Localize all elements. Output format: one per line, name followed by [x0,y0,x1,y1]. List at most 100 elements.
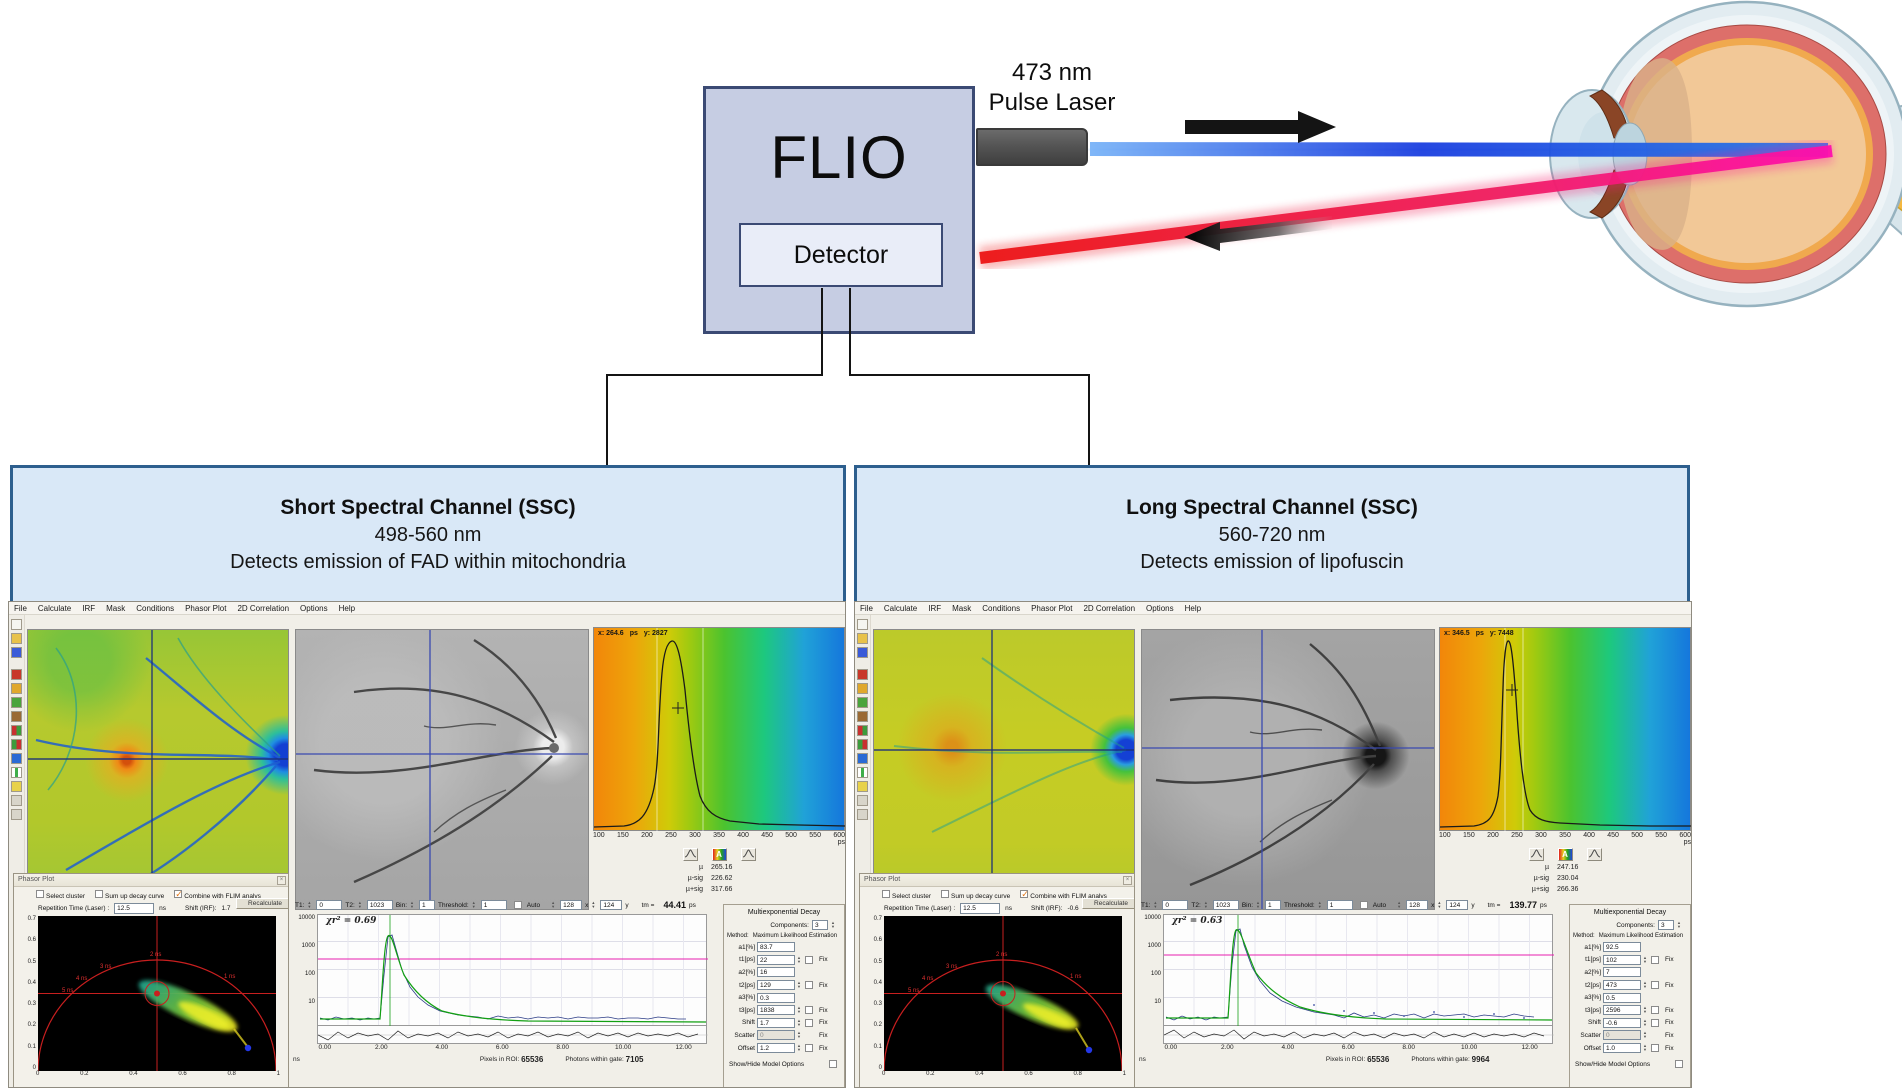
three-icon[interactable] [11,781,22,792]
lifetime-histogram-plot[interactable]: x: 264.6 ps y: 2827 [593,627,845,832]
refresh-red-icon[interactable] [857,725,868,736]
phasor-plot[interactable]: 1 ns 2 ns 3 ns 4 ns 5 ns [883,916,1123,1072]
sum-up-checkbox[interactable] [941,890,950,898]
open-folder-icon[interactable] [11,633,22,644]
fundus-image[interactable] [1141,629,1435,910]
menu-2d-correlation[interactable]: 2D Correlation [1083,603,1136,613]
flim-lifetime-image[interactable] [873,629,1135,897]
x-coord-input[interactable]: 128 [1406,900,1429,910]
brush-icon[interactable] [857,711,868,722]
t1-fix-checkbox[interactable] [805,955,813,964]
bin-input[interactable]: 1 [1265,900,1282,910]
columns-icon[interactable] [11,767,22,778]
repetition-time-input[interactable]: 12.5 [114,903,155,914]
t1-fit-input[interactable]: 102 [1603,954,1641,965]
a1-input[interactable]: 92.5 [1603,942,1641,953]
t3-fix-checkbox[interactable] [1651,1006,1659,1015]
menu-conditions[interactable]: Conditions [136,603,175,613]
three-icon[interactable] [857,781,868,792]
t3-fix-checkbox[interactable] [805,1006,813,1015]
fundus-image[interactable] [295,629,589,910]
t3-fit-input[interactable]: 2596 [1603,1005,1641,1016]
new-icon[interactable] [857,619,868,630]
export-icon[interactable] [857,753,868,764]
phasor-window-title[interactable]: Phasor Plot [14,874,288,887]
menu-irf[interactable]: IRF [82,603,96,613]
lock-icon[interactable] [857,669,868,680]
select-cluster-checkbox[interactable] [882,890,890,898]
offset-input[interactable]: 1.2 [757,1043,795,1054]
menu-options[interactable]: Options [1146,603,1174,613]
unlock-icon[interactable] [857,683,868,694]
offset-input[interactable]: 1.0 [1603,1043,1641,1054]
paste-green-icon[interactable] [857,697,868,708]
shift-fix-checkbox[interactable] [805,1018,813,1027]
y-coord-input[interactable]: 124 [1446,900,1469,910]
a3-input[interactable]: 0.5 [1603,992,1641,1003]
combine-flim-checkbox[interactable] [174,889,183,900]
zoom-in-icon[interactable] [857,795,868,806]
x-coord-input[interactable]: 128 [560,900,583,910]
lifetime-histogram-plot[interactable]: x: 346.5 ps y: 7448 [1439,627,1691,832]
menu-phasor-plot[interactable]: Phasor Plot [185,603,227,613]
a1-input[interactable]: 83.7 [757,942,795,953]
menu-calculate[interactable]: Calculate [37,603,72,613]
menu-calculate[interactable]: Calculate [883,603,918,613]
t3-fit-input[interactable]: 1838 [757,1005,795,1016]
a2-input[interactable]: 16 [757,967,795,978]
offset-fix-checkbox[interactable] [1651,1044,1659,1053]
t2-fit-input[interactable]: 473 [1603,980,1641,991]
menu-phasor-plot[interactable]: Phasor Plot [1031,603,1073,613]
menu-help[interactable]: Help [1184,603,1202,613]
menu-irf[interactable]: IRF [928,603,942,613]
show-hide-checkbox[interactable] [829,1060,837,1069]
t2-fit-input[interactable]: 129 [757,980,795,991]
close-icon[interactable]: × [1123,876,1132,885]
t2-fix-checkbox[interactable] [1651,981,1659,990]
t2-fix-checkbox[interactable] [805,981,813,990]
menu-conditions[interactable]: Conditions [982,603,1021,613]
hist-autoscale-button[interactable]: A [1557,848,1573,861]
save-icon[interactable] [11,647,22,658]
menu-help[interactable]: Help [338,603,356,613]
menu-file[interactable]: File [860,603,873,613]
menu-options[interactable]: Options [300,603,328,613]
refresh-green-icon[interactable] [11,739,22,750]
t1-fit-input[interactable]: 22 [757,954,795,965]
lock-icon[interactable] [11,669,22,680]
shift-input[interactable]: -0.6 [1603,1017,1641,1028]
components-input[interactable]: 3 [1658,920,1674,930]
select-cluster-checkbox[interactable] [36,890,44,898]
save-icon[interactable] [857,647,868,658]
hist-scale-left-button[interactable] [682,848,698,861]
t1-input[interactable]: 0 [316,900,343,910]
t1-input[interactable]: 0 [1162,900,1189,910]
refresh-red-icon[interactable] [11,725,22,736]
hist-scale-right-button[interactable] [740,848,756,861]
phasor-window-title[interactable]: Phasor Plot [860,874,1134,887]
decay-plot[interactable]: χr² = 0.63 [1163,914,1554,1027]
menu-file[interactable]: File [14,603,27,613]
brush-icon[interactable] [11,711,22,722]
zoom-out-icon[interactable] [857,809,868,820]
components-input[interactable]: 3 [812,920,828,930]
auto-checkbox[interactable] [1359,901,1368,909]
a2-input[interactable]: 7 [1603,967,1641,978]
decay-plot[interactable]: χr² = 0.69 [317,914,708,1027]
recalculate-button[interactable]: Recalculate [236,898,288,909]
flim-lifetime-image[interactable] [27,629,289,897]
hist-scale-left-button[interactable] [1528,848,1544,861]
threshold-input[interactable]: 1 [480,900,507,910]
show-hide-checkbox[interactable] [1675,1060,1683,1069]
recalculate-button[interactable]: Recalculate [1082,898,1134,909]
t1-fix-checkbox[interactable] [1651,955,1659,964]
t2-input[interactable]: 1023 [1212,900,1239,910]
combine-flim-checkbox[interactable] [1020,889,1029,900]
menu-mask[interactable]: Mask [952,603,972,613]
menu-2d-correlation[interactable]: 2D Correlation [237,603,290,613]
a3-input[interactable]: 0.3 [757,992,795,1003]
open-folder-icon[interactable] [857,633,868,644]
new-icon[interactable] [11,619,22,630]
threshold-input[interactable]: 1 [1326,900,1353,910]
shift-fix-checkbox[interactable] [1651,1018,1659,1027]
